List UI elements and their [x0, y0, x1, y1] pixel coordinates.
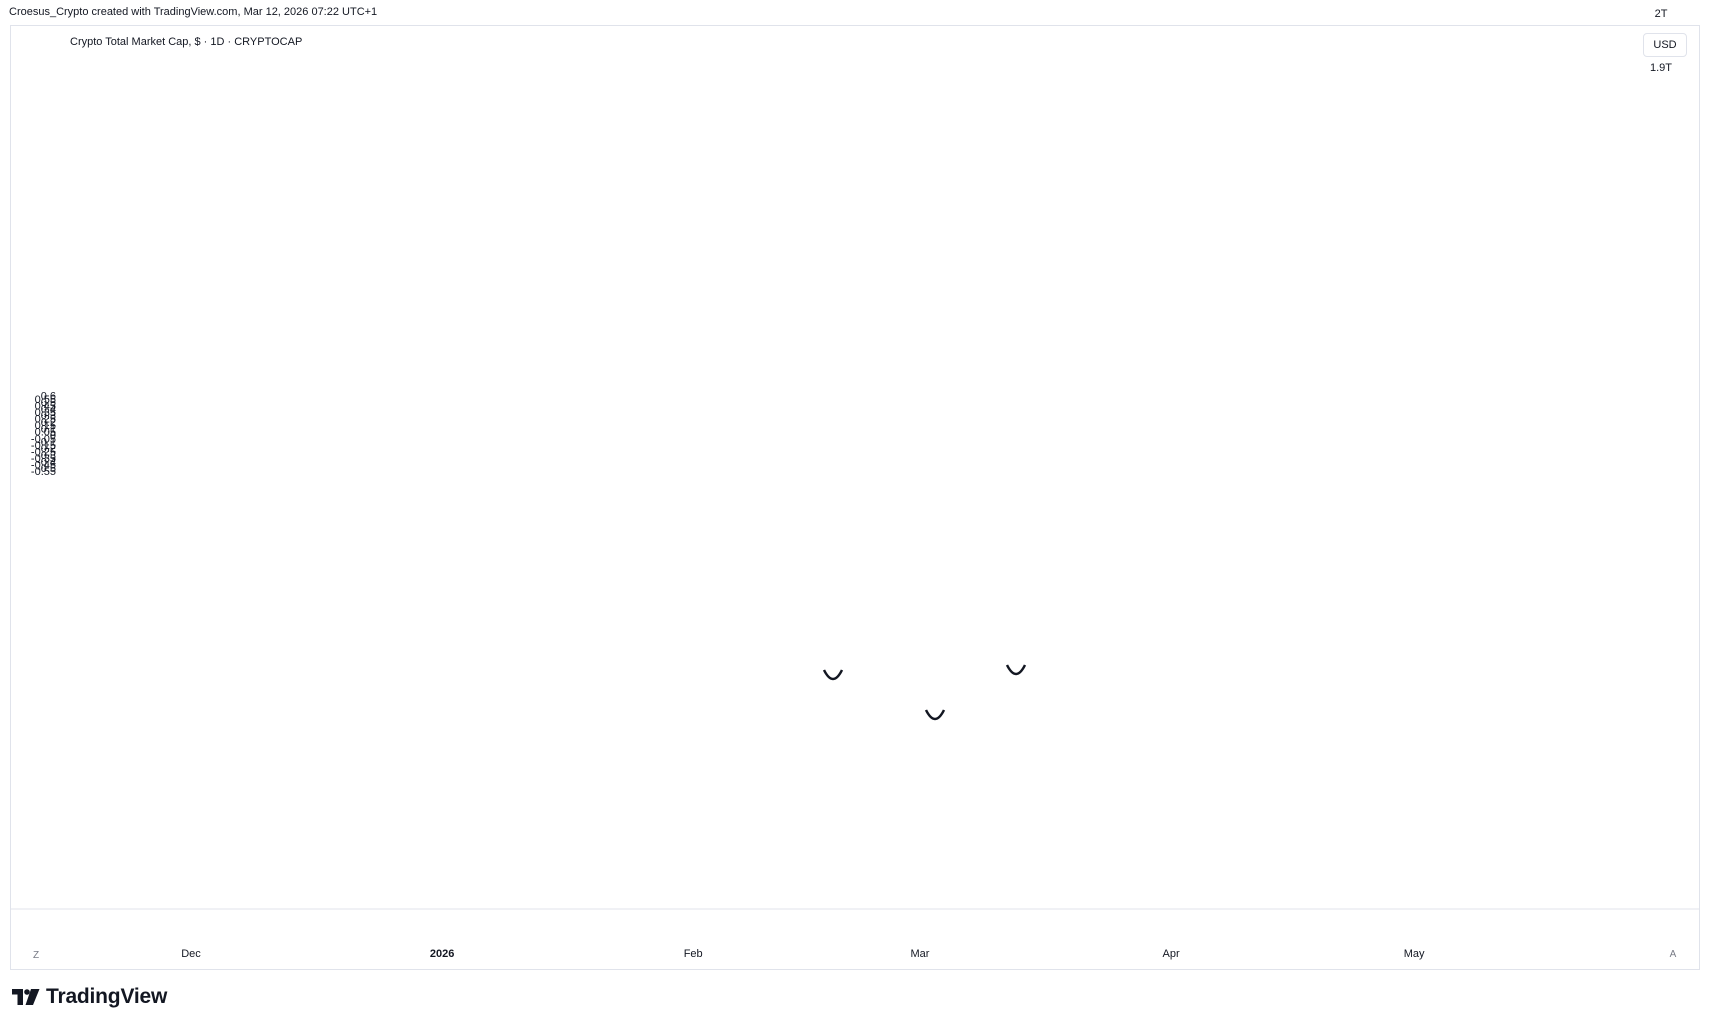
left-axis-tick: 0.35	[35, 407, 56, 419]
left-axis-tick: 0.1	[41, 423, 56, 435]
left-axis-tick: -0.25	[31, 446, 56, 458]
symbol-title: Crypto Total Market Cap, $ · 1D · CRYPTO…	[70, 36, 303, 48]
left-axis-tick: 0.25	[35, 414, 56, 426]
right-axis: 3.2T3.1T3T2.9T2.8T2.7T2.6T2.5T2.3T2.2T2.…	[1650, 8, 1672, 74]
shoulder-arc	[924, 709, 946, 721]
left-axis-tick: 0	[50, 430, 56, 442]
attribution-text: Croesus_Crypto created with TradingView.…	[9, 6, 378, 18]
time-axis-label: Feb	[684, 948, 703, 960]
left-axis-tick: 0.6	[41, 390, 56, 402]
time-axis-label: Apr	[1163, 948, 1180, 960]
left-axis-tick: -0.55	[31, 466, 56, 478]
left-axis: 0.60.550.50.450.40.350.30.250.20.150.10.…	[31, 390, 56, 478]
zoom-button[interactable]: Z	[32, 950, 40, 961]
tradingview-wordmark: TradingView	[46, 985, 168, 1008]
left-axis-tick: 0.5	[41, 397, 56, 409]
left-axis-tick: -0.3	[37, 450, 56, 462]
shoulder-arc	[822, 669, 844, 681]
shoulder-arc	[1005, 664, 1027, 676]
time-axis-label: Dec	[181, 948, 201, 960]
left-axis-tick: 0.55	[35, 394, 56, 406]
drawings-layer	[822, 664, 1027, 721]
left-axis-tick: 0.45	[35, 400, 56, 412]
left-axis-tick: -0.15	[31, 440, 56, 452]
time-axis: Dec 2026 Feb Mar Apr May	[10, 908, 1700, 960]
left-axis-tick: -0.5	[37, 463, 56, 475]
left-axis-tick: 0.4	[41, 404, 56, 416]
time-axis-label: Mar	[911, 948, 930, 960]
time-axis-label: 2026	[430, 948, 454, 960]
left-axis-tick: -0.35	[31, 453, 56, 465]
left-axis-tick: -0.45	[31, 460, 56, 472]
left-axis-tick: -0.4	[37, 456, 56, 468]
left-axis-tick: 0.05	[35, 427, 56, 439]
left-axis-tick: 0.2	[41, 417, 56, 429]
left-axis-tick: -0.05	[31, 433, 56, 445]
right-axis-tick: 1.9T	[1650, 62, 1672, 74]
right-axis-tick: 2T	[1655, 8, 1668, 20]
left-axis-tick: -0.2	[37, 443, 56, 455]
time-axis-label: May	[1404, 948, 1425, 960]
tradingview-logo-icon	[12, 989, 40, 1005]
chart-frame	[10, 25, 1700, 970]
tradingview-logo: TradingView	[12, 985, 167, 1009]
currency-button[interactable]: USD	[1643, 33, 1687, 57]
left-axis-tick: 0.3	[41, 410, 56, 422]
left-axis-tick: -0.1	[37, 437, 56, 449]
auto-scale-button[interactable]: A	[1669, 949, 1677, 960]
left-axis-tick: 0.15	[35, 420, 56, 432]
